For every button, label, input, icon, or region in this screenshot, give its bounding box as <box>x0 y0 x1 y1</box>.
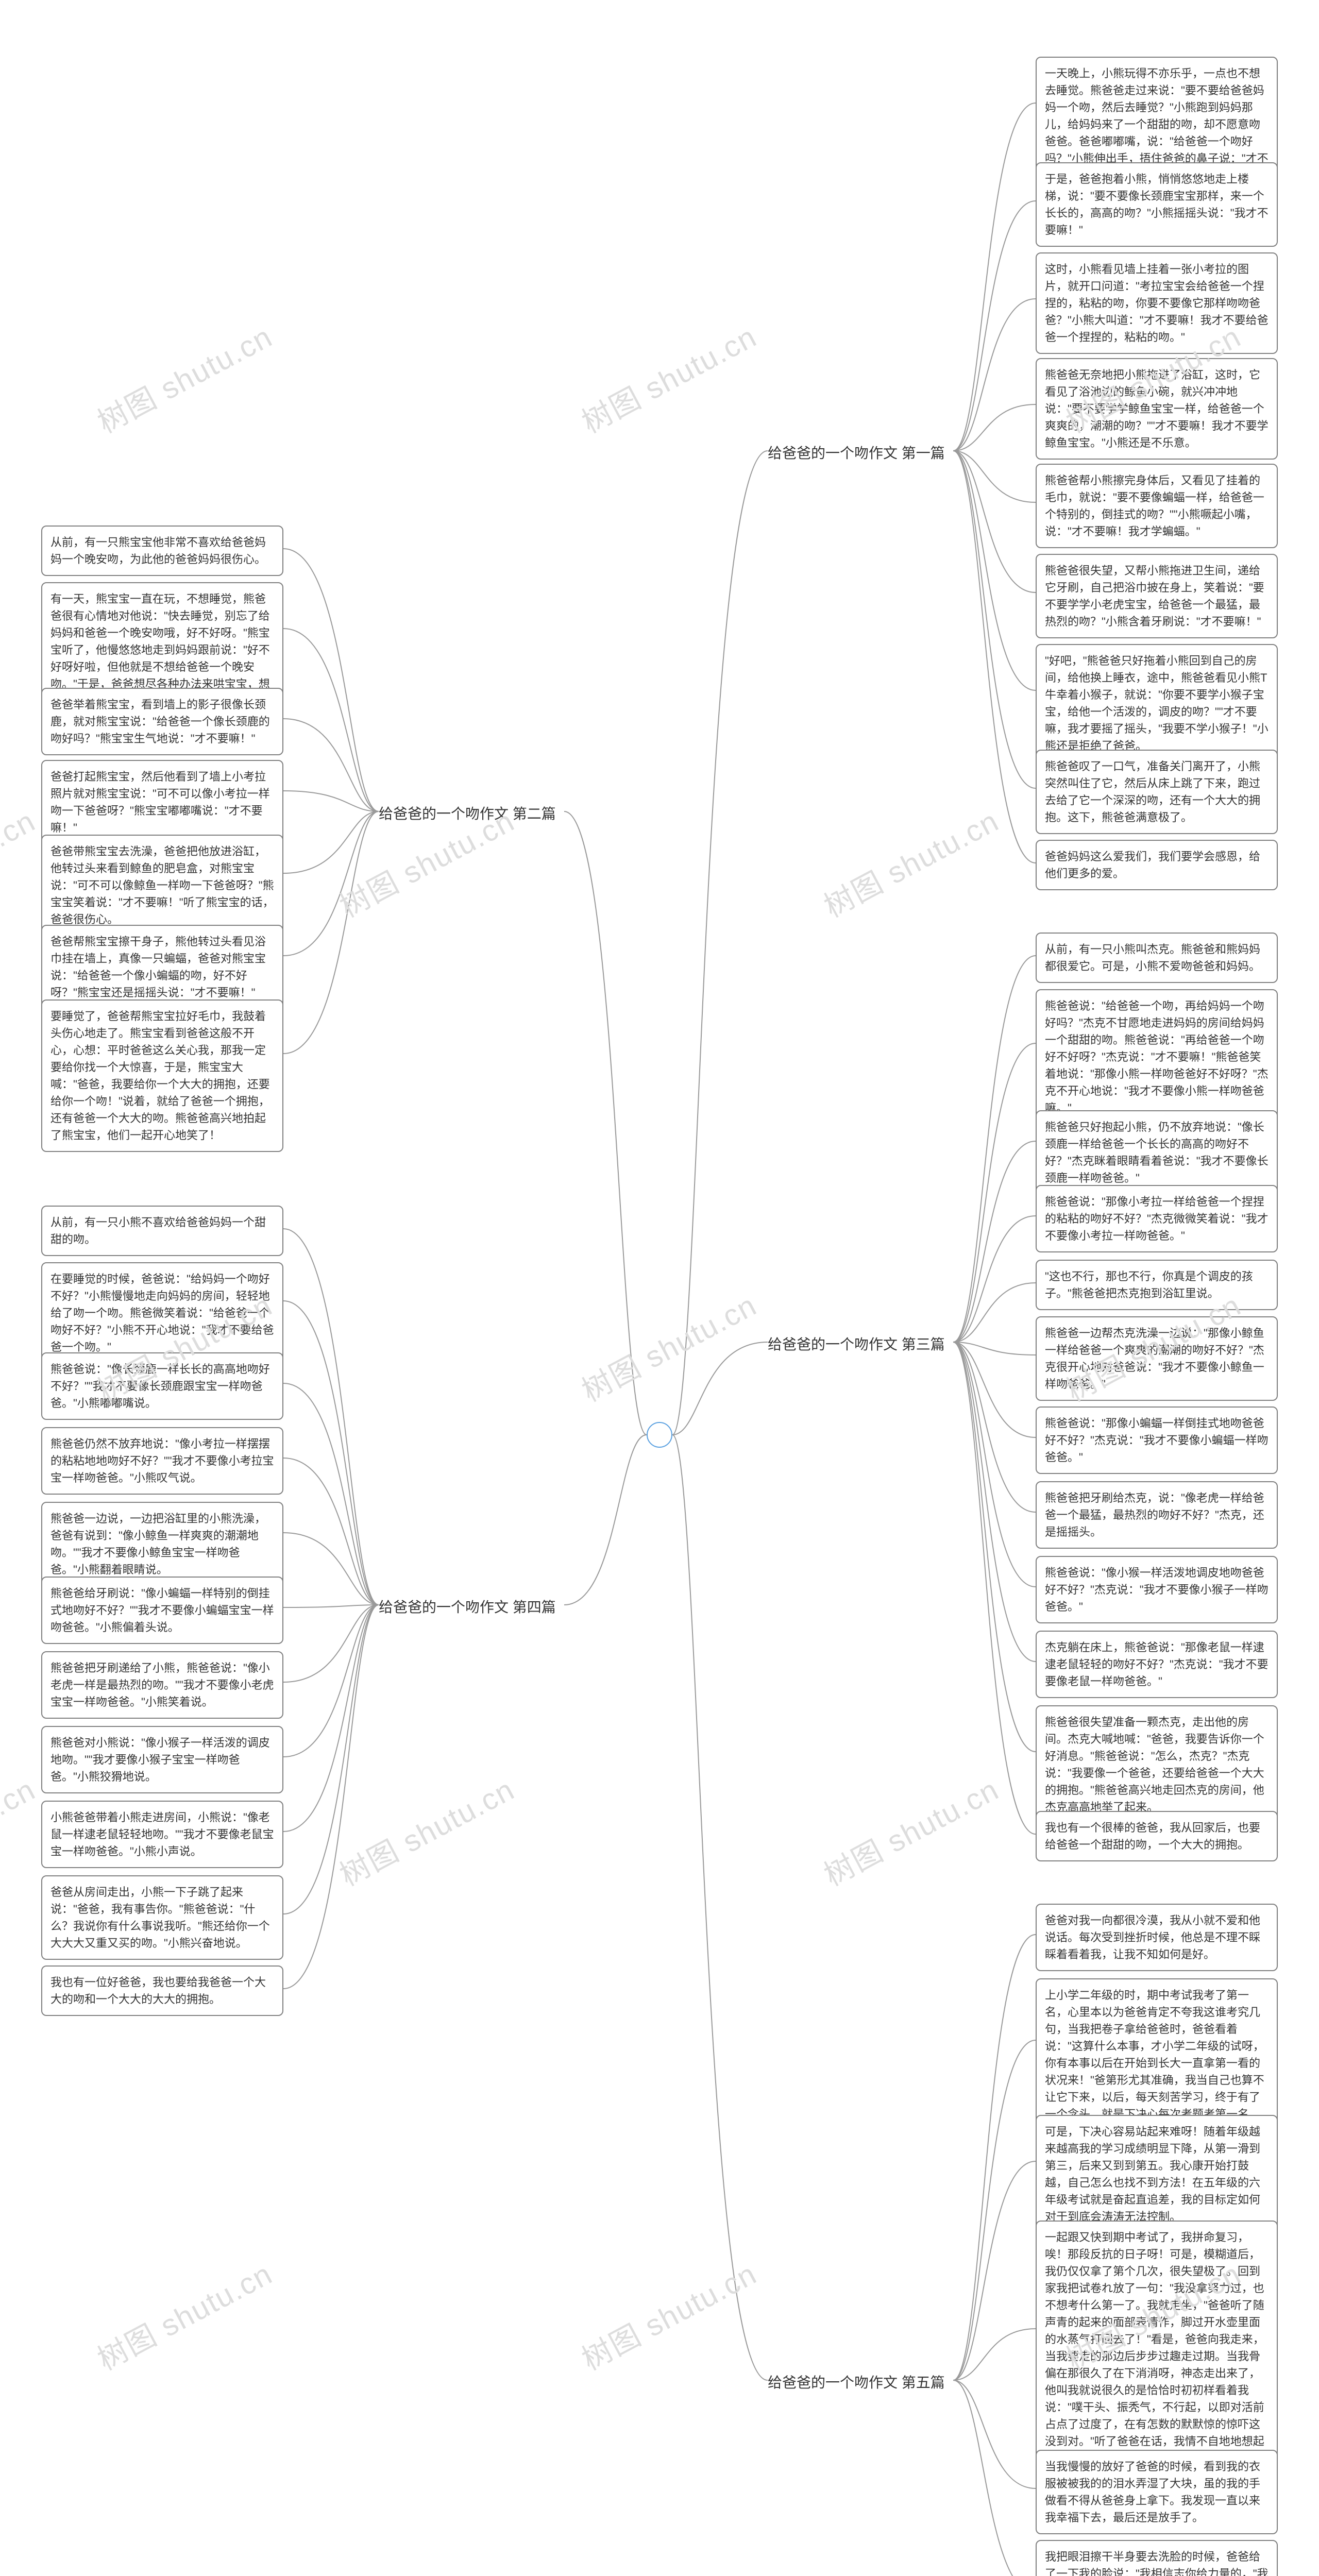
leaf-node: 爸爸打起熊宝宝，然后他看到了墙上小考拉照片就对熊宝宝说："可不可以像小考拉一样吻… <box>41 760 283 844</box>
leaf-node: 从前，有一只小熊叫杰克。熊爸爸和熊妈妈都很爱它。可是，小熊不爱吻爸爸和妈妈。 <box>1036 933 1278 983</box>
leaf-node: 我把眼泪擦干半身要去洗脸的时候，爸爸给了一下我的脸说："我相信志你给力量的，"我… <box>1036 2540 1278 2576</box>
watermark: 树图 shutu.cn <box>815 1766 1005 1894</box>
watermark: 树图 shutu.cn <box>573 313 763 441</box>
leaf-node: 熊爸爸说："那像小蝙蝠一样倒挂式地吻爸爸好不好？"杰克说："我才不要像小蝙蝠一样… <box>1036 1406 1278 1474</box>
leaf-node: 熊爸爸叹了一口气，准备关门离开了，小熊突然叫住了它，然后从床上跳了下来，跑过去给… <box>1036 750 1278 834</box>
leaf-node: "好吧，"熊爸爸只好拖着小熊回到自己的房间，给他换上睡衣，途中，熊爸爸看见小熊T… <box>1036 644 1278 762</box>
leaf-node: 熊爸爸无奈地把小熊拖进了浴缸，这时，它看见了浴池边的鲸鱼小碗，就兴冲冲地说："要… <box>1036 358 1278 460</box>
watermark: 树图 shutu.cn <box>0 1766 42 1894</box>
leaf-node: 爸爸对我一向都很冷漠，我从小就不爱和他说话。每次受到挫折时候，他总是不理不睬睬着… <box>1036 1904 1278 1971</box>
leaf-node: 熊爸爸仍然不放弃地说："像小考拉一样摆摆的粘粘地地吻好不好？""我才不要像小考拉… <box>41 1427 283 1495</box>
leaf-node: 杰克躺在床上，熊爸爸说："那像老鼠一样逮逮老鼠轻轻的吻好不好？"杰克说："我才不… <box>1036 1631 1278 1698</box>
leaf-node: 熊爸爸给牙刷说："像小蝙蝠一样特别的倒挂式地吻好不好？""我才不要像小蝙蝠宝宝一… <box>41 1577 283 1644</box>
watermark: 树图 shutu.cn <box>0 797 42 925</box>
leaf-node: 熊爸爸说："像小猴一样活泼地调皮地吻爸爸好不好？"杰克说："我才不要像小猴子一样… <box>1036 1556 1278 1623</box>
watermark: 树图 shutu.cn <box>331 1766 521 1894</box>
leaf-node: 熊爸爸对小熊说："像小猴子一样活泼的调皮地吻。""我才要像小猴子宝宝一样吻爸爸。… <box>41 1726 283 1793</box>
leaf-node: 从前，有一只小熊不喜欢给爸爸妈妈一个甜甜的吻。 <box>41 1206 283 1256</box>
leaf-node: 可是，下决心容易站起来难呀！随着年级越来越高我的学习成绩明显下降，从第一滑到第三… <box>1036 2115 1278 2233</box>
leaf-node: 爸爸从房间走出，小熊一下子跳了起来说："爸爸，我有事告你。"熊爸爸说："什么？我… <box>41 1875 283 1960</box>
branch-label: 给爸爸的一个吻作文 第五篇 <box>768 2371 945 2392</box>
branch-label: 给爸爸的一个吻作文 第一篇 <box>768 442 945 463</box>
leaf-node: 熊爸爸只好抱起小熊，仍不放弃地说："像长颈鹿一样给爸爸一个长长的高高的吻好不好？… <box>1036 1110 1278 1195</box>
watermark: 树图 shutu.cn <box>89 313 279 441</box>
leaf-node: 小熊爸爸带着小熊走进房间，小熊说："像老鼠一样逮老鼠轻轻地吻。""我才不要像老鼠… <box>41 1801 283 1868</box>
leaf-node: 熊爸爸把牙刷递给了小熊，熊爸爸说："像小老虎一样是最热烈的吻。""我才不要像小老… <box>41 1651 283 1719</box>
leaf-node: 爸爸帮熊宝宝擦干身子，熊他转过头看见浴巾挂在墙上，真像一只蝙蝠，爸爸对熊宝宝说：… <box>41 925 283 1009</box>
branch-label: 给爸爸的一个吻作文 第三篇 <box>768 1333 945 1354</box>
watermark: 树图 shutu.cn <box>815 797 1005 925</box>
leaf-node: 熊爸爸说："给爸爸一个吻，再给妈妈一个吻好吗？"杰克不甘愿地走进妈妈的房间给妈妈… <box>1036 989 1278 1125</box>
branch-label: 给爸爸的一个吻作文 第二篇 <box>379 803 556 823</box>
leaf-node: 熊爸爸一边说，一边把浴缸里的小熊洗澡，爸爸有说到："像小鲸鱼一样爽爽的潮潮地吻。… <box>41 1502 283 1586</box>
leaf-node: 熊爸爸说："像长颈鹿一样长长的高高地吻好不好？""我才不要像长颈鹿跟宝宝一样吻爸… <box>41 1352 283 1420</box>
leaf-node: 熊爸爸说："那像小考拉一样给爸爸一个捏捏的粘粘的吻好不好？"杰克微微笑着说："我… <box>1036 1185 1278 1252</box>
leaf-node: 我也有一位好爸爸，我也要给我爸爸一个大大的吻和一个大大的大大的拥抱。 <box>41 1965 283 2016</box>
leaf-node: 爸爸举着熊宝宝，看到墙上的影子很像长颈鹿，就对熊宝宝说："给爸爸一个像长颈鹿的吻… <box>41 688 283 755</box>
leaf-node: 熊爸爸帮小熊擦完身体后，又看见了挂着的毛巾，就说："要不要像蝙蝠一样，给爸爸一个… <box>1036 464 1278 548</box>
branch-label: 给爸爸的一个吻作文 第四篇 <box>379 1596 556 1617</box>
leaf-node: 上小学二年级的时，期中考试我考了第一名，心里本以为爸爸肯定不夸我这谁考究几句，当… <box>1036 1978 1278 2131</box>
watermark: 树图 shutu.cn <box>89 2250 279 2378</box>
leaf-node: 在要睡觉的时候，爸爸说："给妈妈一个吻好不好？"小熊慢慢地走向妈妈的房间，轻轻地… <box>41 1262 283 1364</box>
leaf-node: 从前，有一只熊宝宝他非常不喜欢给爸爸妈妈一个晚安吻，为此他的爸爸妈妈很伤心。 <box>41 526 283 576</box>
leaf-node: 于是，爸爸抱着小熊，悄悄悠悠地走上楼梯，说："要不要像长颈鹿宝宝那样，来一个长长… <box>1036 162 1278 247</box>
leaf-node: 我也有一个很棒的爸爸，我从回家后，也要给爸爸一个甜甜的吻，一个大大的拥抱。 <box>1036 1811 1278 1861</box>
root-node <box>647 1422 672 1448</box>
leaf-node: 熊爸爸很失望，又帮小熊拖进卫生间，递给它牙刷，自己把浴巾披在身上，笑着说："要不… <box>1036 554 1278 638</box>
leaf-node: 要睡觉了，爸爸帮熊宝宝拉好毛巾，我鼓着头伤心地走了。熊宝宝看到爸爸这般不开心，心… <box>41 999 283 1152</box>
watermark: 树图 shutu.cn <box>573 2250 763 2378</box>
leaf-node: 熊爸爸很失望准备一颗杰克，走出他的房间。杰克大喊地喊："爸爸，我要告诉你一个好消… <box>1036 1705 1278 1824</box>
leaf-node: 这时，小熊看见墙上挂着一张小考拉的图片，就开口问道："考拉宝宝会给爸爸一个捏捏的… <box>1036 252 1278 354</box>
leaf-node: 熊爸爸一边帮杰克洗澡一边说："那像小鲸鱼一样给爸爸一个爽爽的潮潮的吻好不好？"杰… <box>1036 1316 1278 1401</box>
leaf-node: 熊爸爸把牙刷给杰克，说："像老虎一样给爸爸一个最猛，最热烈的吻好不好？"杰克，还… <box>1036 1481 1278 1549</box>
watermark: 树图 shutu.cn <box>573 1281 763 1410</box>
leaf-node: 爸爸带熊宝宝去洗澡，爸爸把他放进浴缸，他转过头来看到鲸鱼的肥皂盒，对熊宝宝说："… <box>41 835 283 936</box>
leaf-node: 爸爸妈妈这么爱我们，我们要学会感恩，给他们更多的爱。 <box>1036 840 1278 890</box>
leaf-node: "这也不行，那也不行，你真是个调皮的孩子。"熊爸爸把杰克抱到浴缸里说。 <box>1036 1260 1278 1310</box>
leaf-node: 当我慢慢的放好了爸爸的时候，看到我的衣服被被我的的泪水弄湿了大块，虽的我的手做看… <box>1036 2450 1278 2534</box>
